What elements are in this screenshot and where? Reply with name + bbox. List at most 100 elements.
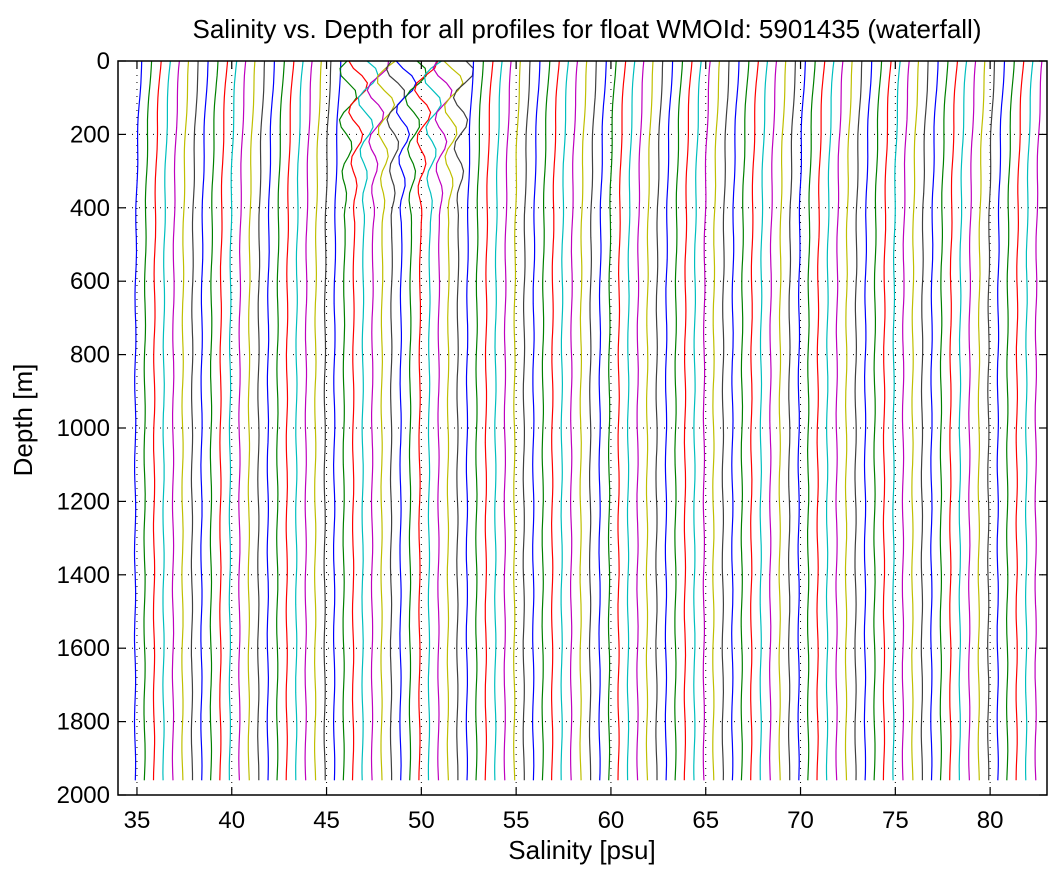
profile-line [152,60,162,781]
profile-line [484,60,494,781]
profile-line [200,60,209,781]
profile-line [133,60,143,781]
profile-line [607,60,617,781]
profile-line [939,60,949,781]
profile-line [475,60,484,781]
profile-line [636,60,645,781]
profile-line [731,60,740,781]
profile-line [285,60,295,781]
y-tick-label: 1800 [57,709,110,736]
profile-line [996,60,1006,781]
profile-line [531,60,541,781]
profile-line [901,60,910,781]
profile-line [190,60,199,781]
profile-line [1034,60,1043,781]
profile-line [911,60,920,781]
profile-line [465,60,475,781]
x-tick-label: 70 [787,807,814,834]
profile-line [414,60,439,781]
profile-line [712,60,720,781]
profile-line [854,60,863,781]
profile-line [825,60,835,781]
profile-line [550,60,560,781]
profile-line [348,60,369,781]
profile-line [806,60,816,781]
profile-line [958,60,968,781]
profile-line [357,60,379,781]
profile-line [930,60,939,781]
x-tick-label: 55 [503,807,530,834]
y-tick-label: 800 [70,342,110,369]
profile-line [560,60,570,781]
y-tick-label: 1600 [57,635,110,662]
profile-line [276,60,285,781]
y-tick-label: 400 [70,195,110,222]
profile-line [787,60,796,781]
x-tick-label: 40 [218,807,245,834]
profile-line [143,60,153,781]
profile-line [366,60,390,781]
chart-title: Salinity vs. Depth for all profiles for … [193,14,982,44]
profile-line [655,60,664,781]
profile-line [423,60,442,781]
profile-line [949,60,959,781]
profile-line [404,60,427,781]
y-tick-label: 1200 [57,488,110,515]
profile-line [323,60,332,781]
y-tick-label: 1400 [57,562,110,589]
profile-line [797,60,806,781]
profile-line [844,60,853,781]
profile-line [721,60,730,781]
axis-ticks: 35 40 45 50 55 60 65 70 75 8002004006008001000120… [57,48,1047,834]
profile-line [432,60,453,781]
y-tick-label: 1000 [57,415,110,442]
profile-line [835,60,844,781]
profile-line [863,60,873,781]
profile-line [171,60,180,781]
x-axis-label: Salinity [psu] [508,835,655,865]
profile-line [304,60,313,781]
profile-line [569,60,579,781]
x-tick-label: 65 [692,807,719,834]
profile-line [977,60,986,781]
profile-line [181,60,190,781]
profile-line [1005,60,1015,781]
profile-line [892,60,901,781]
profile-line [503,60,512,781]
profile-line [541,60,551,781]
x-tick-label: 80 [977,807,1004,834]
profile-line [693,60,702,781]
y-tick-label: 0 [97,48,110,75]
profile-line [759,60,769,781]
profile-line [228,60,238,781]
profile-line [452,60,474,781]
profile-lines [133,60,1043,781]
profile-line [873,60,883,781]
profile-line [588,60,597,781]
profile-line [626,60,636,781]
profile-line [443,60,464,781]
profile-line [385,60,406,781]
y-tick-label: 2000 [57,782,110,809]
profile-line [968,60,977,781]
y-axis-label: Depth [m] [8,364,38,477]
profile-line [522,60,531,781]
profile-line [664,60,674,781]
profile-line [332,60,342,781]
profile-line [395,60,417,781]
profile-line [674,60,684,781]
profile-line [617,60,627,781]
profile-line [162,60,171,781]
x-tick-label: 75 [882,807,909,834]
profile-line [740,60,750,781]
x-tick-label: 35 [124,807,151,834]
profile-line [313,60,322,781]
profile-line [920,60,929,781]
profile-line [219,60,229,781]
profile-line [376,60,396,781]
profile-line [645,60,654,781]
profile-line [266,60,275,781]
profile-line [598,60,607,781]
profile-line [247,60,256,781]
profile-line [778,60,787,781]
